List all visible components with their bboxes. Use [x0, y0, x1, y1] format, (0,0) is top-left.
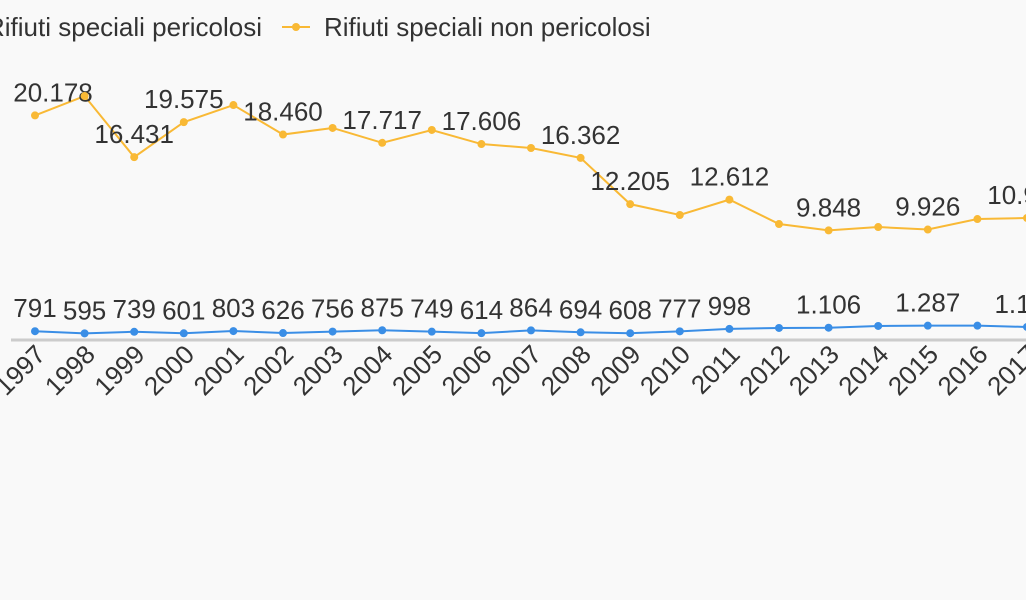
- data-label: 595: [63, 295, 106, 325]
- legend-label: Rifiuti speciali pericolosi: [0, 12, 262, 42]
- x-tick-label: 2010: [634, 339, 696, 401]
- data-point: [874, 321, 883, 330]
- data-label: 10.960: [987, 180, 1026, 210]
- legend-marker: [292, 23, 300, 31]
- data-point: [80, 329, 89, 338]
- data-point: [179, 329, 188, 338]
- data-point: [130, 327, 139, 336]
- data-label: 875: [361, 292, 404, 322]
- data-label: 19.575: [144, 84, 224, 114]
- data-point: [31, 327, 39, 336]
- data-point: [179, 118, 188, 127]
- data-label: 608: [609, 295, 652, 325]
- x-tick-label: 2014: [832, 339, 894, 401]
- data-point: [279, 130, 287, 139]
- data-label: 601: [162, 295, 205, 325]
- data-point: [378, 326, 387, 335]
- data-label: 1.106: [796, 290, 861, 320]
- data-point: [328, 123, 337, 132]
- data-label: 20.178: [13, 77, 93, 107]
- data-label: 1.287: [895, 288, 960, 318]
- x-tick-label: 2001: [188, 339, 250, 401]
- x-tick-label: 1999: [88, 339, 150, 401]
- data-label: 12.612: [690, 162, 770, 192]
- series-line: [34, 94, 1026, 232]
- data-label: 12.205: [590, 166, 670, 196]
- data-point: [279, 329, 287, 338]
- data-label: 626: [261, 295, 304, 325]
- data-point: [1023, 323, 1026, 331]
- data-point: [527, 144, 535, 153]
- data-label: 9.926: [895, 192, 960, 222]
- x-tick-label: 2015: [882, 339, 944, 401]
- x-tick-label: 2017: [981, 339, 1026, 401]
- data-point: [130, 153, 139, 162]
- data-label: 694: [559, 294, 602, 324]
- data-point: [626, 200, 635, 209]
- data-point: [973, 215, 982, 224]
- data-point: [80, 92, 89, 101]
- x-tick-label: 2011: [685, 339, 746, 400]
- data-point: [31, 111, 39, 120]
- data-label: 614: [460, 295, 503, 325]
- x-tick-label: 1997: [0, 339, 51, 401]
- data-point: [824, 323, 833, 332]
- data-point: [923, 321, 932, 330]
- data-label: 777: [658, 293, 701, 323]
- data-label: 17.717: [342, 105, 422, 135]
- data-point: [378, 138, 387, 147]
- x-tick-label: 2009: [584, 339, 646, 401]
- x-tick-label: 2004: [336, 339, 398, 401]
- data-label: 749: [410, 294, 453, 324]
- x-tick-label: 1998: [39, 339, 101, 401]
- x-tick-label: 2003: [287, 339, 349, 401]
- x-tick-label: 2007: [485, 339, 547, 401]
- data-label: 17.606: [442, 106, 522, 136]
- data-point: [477, 140, 486, 149]
- x-tick-label: 2002: [237, 339, 299, 401]
- data-point: [626, 329, 635, 338]
- data-point: [527, 326, 535, 335]
- x-tick-label: 2012: [733, 339, 795, 401]
- data-point: [725, 324, 734, 333]
- data-point: [675, 211, 684, 220]
- data-point: [973, 321, 982, 330]
- data-point: [427, 327, 436, 336]
- data-point: [229, 327, 238, 336]
- data-point: [675, 327, 684, 336]
- x-tick-label: 2008: [535, 339, 597, 401]
- data-point: [477, 329, 486, 338]
- data-point: [576, 328, 585, 337]
- data-point: [775, 220, 783, 229]
- x-tick-label: 2016: [932, 339, 994, 401]
- data-label: 739: [113, 294, 156, 324]
- data-point: [576, 153, 585, 162]
- data-point: [923, 225, 932, 234]
- data-label: 18.460: [243, 97, 323, 127]
- data-point: [874, 223, 883, 232]
- x-tick-label: 2013: [783, 339, 845, 401]
- data-label: 756: [311, 294, 354, 324]
- data-point: [775, 323, 783, 332]
- data-label: 803: [212, 293, 255, 323]
- data-point: [824, 226, 833, 235]
- data-point: [427, 125, 436, 134]
- data-point: [725, 195, 734, 204]
- data-label: 1.170: [994, 289, 1026, 319]
- data-label: 9.848: [796, 192, 861, 222]
- data-label: 998: [708, 291, 751, 321]
- data-label: 864: [509, 292, 552, 322]
- data-point: [328, 327, 337, 336]
- x-tick-label: 2006: [436, 339, 498, 401]
- data-label: 791: [13, 293, 56, 323]
- x-tick-label: 2005: [386, 339, 448, 401]
- data-point: [1023, 214, 1026, 222]
- data-label: 16.431: [94, 119, 174, 149]
- x-tick-label: 2000: [138, 339, 200, 401]
- legend-label: Rifiuti speciali non pericolosi: [324, 12, 651, 42]
- data-point: [229, 101, 238, 110]
- data-label: 16.362: [541, 120, 621, 150]
